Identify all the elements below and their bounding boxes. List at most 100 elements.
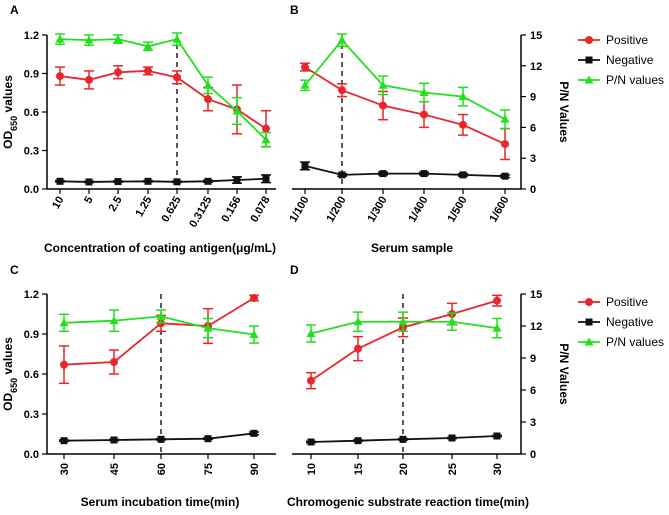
data-point bbox=[420, 170, 428, 178]
legend-marker bbox=[585, 318, 593, 326]
y-tick-label: 0.6 bbox=[24, 369, 39, 381]
data-point bbox=[338, 86, 346, 95]
x-tick-label: 1/500 bbox=[445, 195, 469, 225]
data-point bbox=[173, 73, 181, 82]
data-point bbox=[261, 135, 271, 144]
x-tick-label: 1/100 bbox=[287, 195, 311, 225]
y2-tick-label: 15 bbox=[530, 30, 542, 42]
y2-tick-label: 3 bbox=[530, 417, 536, 429]
series-negative bbox=[59, 429, 259, 445]
series-negative bbox=[300, 161, 510, 180]
data-point bbox=[354, 344, 362, 353]
y-tick-label: 0.3 bbox=[24, 146, 39, 158]
data-point bbox=[492, 323, 502, 332]
y-tick-label: 0.9 bbox=[24, 69, 39, 81]
data-point bbox=[204, 435, 212, 443]
series-negative bbox=[306, 432, 502, 446]
x-tick-label: 1/400 bbox=[406, 195, 430, 225]
x-tick-label: 1/600 bbox=[487, 195, 511, 225]
data-point bbox=[204, 177, 212, 185]
data-point bbox=[419, 87, 429, 96]
data-point bbox=[307, 376, 315, 385]
y2-tick-label: 0 bbox=[530, 449, 536, 461]
y-tick-label: 0.6 bbox=[24, 107, 39, 119]
data-point bbox=[500, 114, 510, 123]
data-point bbox=[85, 75, 93, 84]
data-point bbox=[249, 330, 259, 339]
x-tick-label: 10 bbox=[306, 463, 318, 475]
series-positive bbox=[300, 62, 510, 161]
data-point bbox=[55, 34, 65, 43]
data-point bbox=[301, 162, 309, 170]
data-point bbox=[232, 106, 242, 115]
data-point bbox=[307, 438, 315, 446]
data-point bbox=[156, 311, 166, 320]
data-point bbox=[448, 434, 456, 442]
series-line bbox=[304, 38, 506, 120]
series-p-n-values bbox=[306, 311, 502, 343]
data-point bbox=[493, 296, 501, 305]
data-point bbox=[144, 66, 152, 75]
x-tick-label: 30 bbox=[492, 463, 504, 475]
data-point bbox=[84, 35, 94, 44]
legend-item-p-n-values: P/N values bbox=[578, 73, 664, 87]
y2-tick-label: 6 bbox=[530, 122, 536, 134]
data-point bbox=[447, 317, 457, 326]
x-tick-label: 45 bbox=[109, 463, 121, 475]
data-point bbox=[493, 432, 501, 440]
data-point bbox=[459, 120, 467, 129]
x-axis-label: Serum sample bbox=[371, 241, 453, 255]
y2-tick-label: 9 bbox=[530, 353, 536, 365]
data-point bbox=[85, 178, 93, 186]
y-tick-label: 0.9 bbox=[24, 329, 39, 341]
data-point bbox=[300, 80, 310, 89]
panel-b: B 0 3 6 9 12 15 P/N Values 1/100 1/200 1/300 1/400 1… bbox=[287, 3, 571, 255]
y2-tick-label: 12 bbox=[530, 321, 542, 333]
legend-label: Negative bbox=[606, 53, 654, 67]
y-axis-label: OD650 values bbox=[1, 337, 19, 411]
data-point bbox=[458, 92, 468, 101]
x-axis-label: Chromogenic substrate reaction time(min) bbox=[287, 495, 529, 509]
data-point bbox=[203, 80, 213, 89]
data-point bbox=[262, 175, 270, 183]
data-point bbox=[204, 95, 212, 104]
x-tick-label: 30 bbox=[59, 463, 71, 475]
y2-tick-label: 0 bbox=[530, 184, 536, 196]
data-point bbox=[250, 294, 258, 302]
data-point bbox=[143, 41, 153, 50]
data-point bbox=[203, 323, 213, 332]
data-point bbox=[379, 170, 387, 178]
data-point bbox=[354, 437, 362, 445]
y-tick-label: 0.0 bbox=[24, 449, 39, 461]
panel-d: D 0 3 6 9 12 15 P/N Values 10 15 20 25 30 Chromogenic… bbox=[287, 263, 571, 509]
data-point bbox=[337, 35, 347, 44]
series-positive bbox=[55, 65, 271, 148]
data-point bbox=[301, 63, 309, 72]
data-point bbox=[262, 124, 270, 133]
y2-axis-label: P/N Values bbox=[557, 343, 571, 405]
x-tick-label: 0.078 bbox=[248, 195, 272, 225]
x-tick-label: 10 bbox=[50, 195, 67, 212]
legend-label: P/N values bbox=[606, 335, 664, 349]
legend-top: Positive Negative P/N values bbox=[578, 33, 664, 87]
data-point bbox=[114, 68, 122, 77]
legend-marker bbox=[584, 75, 594, 84]
y2-tick-label: 9 bbox=[530, 92, 536, 104]
x-tick-label: 1/300 bbox=[365, 195, 389, 225]
y2-tick-label: 12 bbox=[530, 61, 542, 73]
panel-label: B bbox=[290, 3, 299, 17]
legend-item-negative: Negative bbox=[578, 53, 654, 67]
legend-marker bbox=[585, 56, 593, 64]
data-point bbox=[420, 110, 428, 119]
x-tick-label: 5 bbox=[82, 195, 95, 206]
legend-bottom: Positive Negative P/N values bbox=[578, 295, 664, 349]
x-tick-label: 60 bbox=[156, 463, 168, 475]
panel-label: D bbox=[290, 263, 299, 277]
panel-label: A bbox=[10, 3, 19, 17]
data-point bbox=[109, 316, 119, 325]
panel-c: C 0.0 0.3 0.6 0.9 1.2 OD650 values 30 45 60 75 90 Se… bbox=[1, 263, 276, 509]
data-point bbox=[378, 80, 388, 89]
legend-label: Positive bbox=[606, 295, 648, 309]
